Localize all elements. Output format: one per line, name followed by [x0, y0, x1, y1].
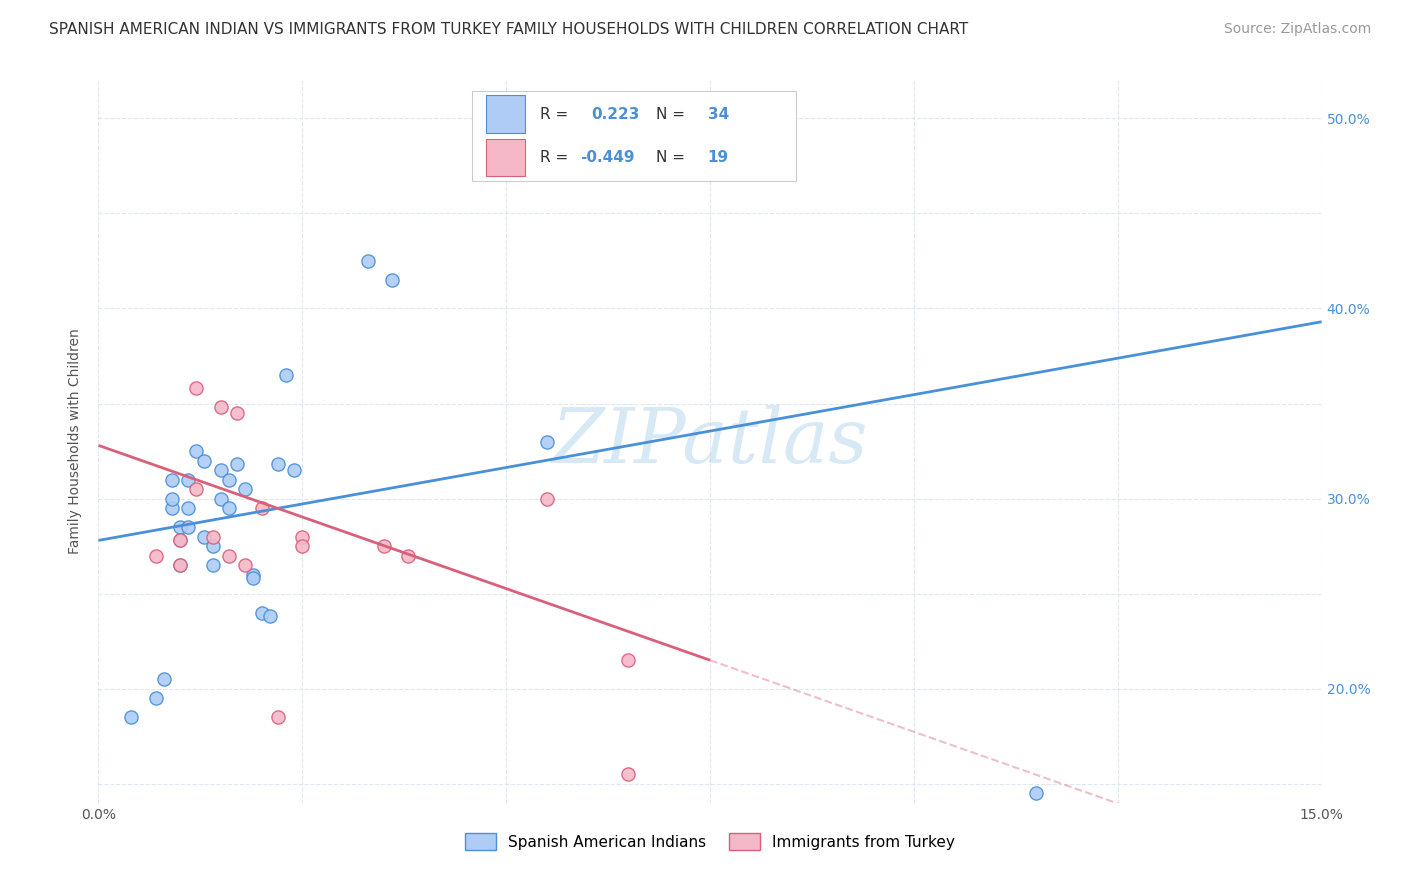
Text: -0.449: -0.449	[581, 150, 636, 165]
Text: 34: 34	[707, 107, 728, 121]
Point	[209, 401, 232, 415]
Point	[283, 463, 305, 477]
Point	[169, 533, 191, 548]
Point	[169, 558, 191, 573]
Point	[536, 491, 558, 506]
Point	[381, 273, 404, 287]
Legend: Spanish American Indians, Immigrants from Turkey: Spanish American Indians, Immigrants fro…	[460, 827, 960, 856]
Point	[617, 767, 640, 781]
Point	[291, 530, 314, 544]
Text: N =: N =	[657, 150, 690, 165]
Point	[177, 520, 200, 534]
Point	[160, 491, 183, 506]
Point	[169, 520, 191, 534]
Point	[193, 453, 215, 467]
Point	[1025, 786, 1047, 800]
Point	[233, 482, 256, 496]
Point	[120, 710, 142, 724]
FancyBboxPatch shape	[486, 139, 526, 177]
Text: 0.223: 0.223	[592, 107, 640, 121]
Point	[160, 473, 183, 487]
Point	[291, 539, 314, 553]
Point	[218, 473, 240, 487]
Point	[373, 539, 395, 553]
Point	[250, 501, 273, 516]
Y-axis label: Family Households with Children: Family Households with Children	[69, 328, 83, 555]
Text: R =: R =	[540, 150, 574, 165]
Point	[267, 710, 290, 724]
Point	[209, 463, 232, 477]
Point	[145, 549, 167, 563]
Point	[177, 501, 200, 516]
Point	[218, 549, 240, 563]
Point	[201, 558, 224, 573]
FancyBboxPatch shape	[471, 91, 796, 181]
Point	[186, 381, 208, 395]
Point	[617, 653, 640, 667]
Point	[209, 491, 232, 506]
FancyBboxPatch shape	[486, 95, 526, 133]
Point	[201, 530, 224, 544]
Text: R =: R =	[540, 107, 574, 121]
Point	[186, 482, 208, 496]
Point	[169, 533, 191, 548]
Point	[274, 368, 297, 382]
Point	[242, 571, 264, 585]
Point	[193, 530, 215, 544]
Text: ZIPatlas: ZIPatlas	[551, 405, 869, 478]
Point	[160, 501, 183, 516]
Point	[177, 473, 200, 487]
Text: 19: 19	[707, 150, 728, 165]
Point	[145, 691, 167, 706]
Point	[226, 406, 249, 420]
Point	[201, 539, 224, 553]
Point	[242, 567, 264, 582]
Point	[396, 549, 419, 563]
Point	[152, 672, 174, 686]
Point	[226, 458, 249, 472]
Point	[536, 434, 558, 449]
Text: Source: ZipAtlas.com: Source: ZipAtlas.com	[1223, 22, 1371, 37]
Point	[356, 254, 378, 268]
Point	[169, 558, 191, 573]
Text: SPANISH AMERICAN INDIAN VS IMMIGRANTS FROM TURKEY FAMILY HOUSEHOLDS WITH CHILDRE: SPANISH AMERICAN INDIAN VS IMMIGRANTS FR…	[49, 22, 969, 37]
Point	[218, 501, 240, 516]
Point	[267, 458, 290, 472]
Text: N =: N =	[657, 107, 690, 121]
Point	[186, 444, 208, 458]
Point	[259, 609, 281, 624]
Point	[250, 606, 273, 620]
Point	[233, 558, 256, 573]
